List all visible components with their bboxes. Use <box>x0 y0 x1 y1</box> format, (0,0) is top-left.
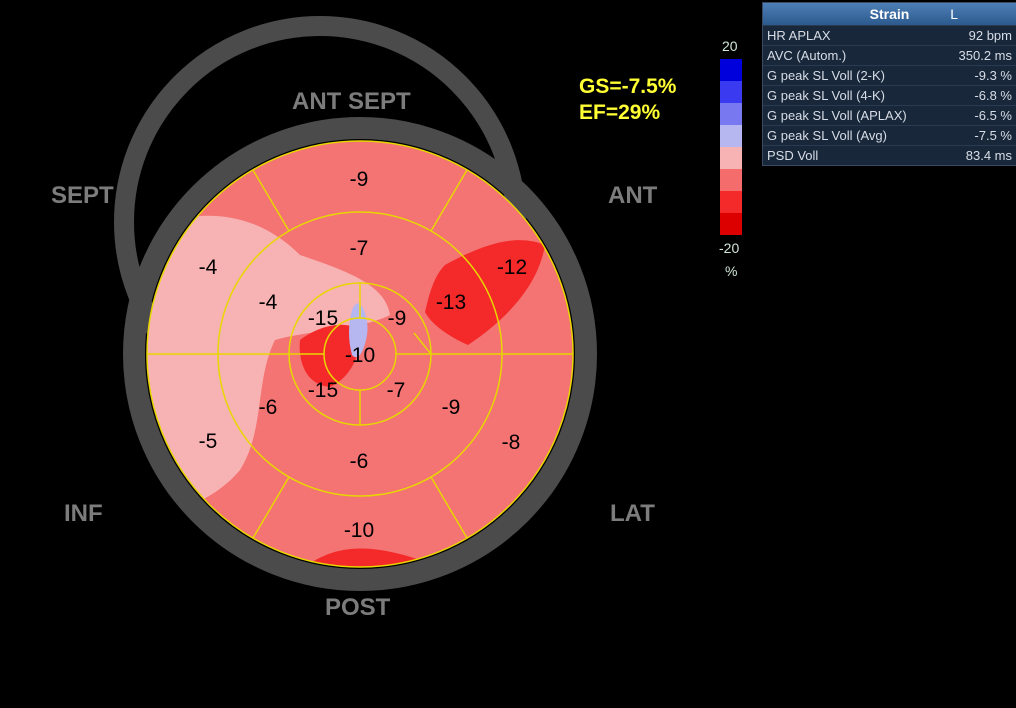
panel-row-label: G peak SL Voll (2-K) <box>767 68 886 83</box>
panel-row-value: -6.5 % <box>974 108 1012 123</box>
panel-row-label: HR APLAX <box>767 28 831 43</box>
panel-lead: L <box>950 6 958 22</box>
scale-swatch <box>720 103 742 125</box>
scale-swatch <box>720 213 742 235</box>
segment-mid-sept: -4 <box>259 291 278 314</box>
scale-swatch <box>720 59 742 81</box>
segment-basal-lat: -8 <box>502 431 521 454</box>
strain-color-map <box>147 141 573 567</box>
panel-row-label: PSD Voll <box>767 148 819 163</box>
wall-label-ant-sept: ANT SEPT <box>292 88 411 115</box>
panel-row-value: 83.4 ms <box>965 148 1012 163</box>
panel-row-value: -7.5 % <box>974 128 1012 143</box>
segment-mid-ant: -13 <box>436 291 466 314</box>
summary: GS=-7.5% EF=29% <box>579 74 676 126</box>
panel-row-label: AVC (Autom.) <box>767 48 847 63</box>
panel-row-value: 92 bpm <box>968 28 1012 43</box>
segment-apical-sept: -15 <box>308 307 338 330</box>
segment-mid-ant-sept: -7 <box>350 237 369 260</box>
segment-basal-sept: -4 <box>199 256 218 279</box>
ejection-fraction-text: EF=29% <box>579 101 661 124</box>
panel-row: G peak SL Voll (APLAX) -6.5 % <box>763 105 1016 125</box>
panel-row: G peak SL Voll (Avg) -7.5 % <box>763 125 1016 145</box>
segment-apical-lat: -7 <box>387 379 406 402</box>
segment-basal-inf: -5 <box>199 430 218 453</box>
segment-mid-post: -6 <box>350 450 369 473</box>
panel-row-label: G peak SL Voll (4-K) <box>767 88 886 103</box>
segment-basal-ant: -12 <box>497 256 527 279</box>
panel-row-label: G peak SL Voll (APLAX) <box>767 108 907 123</box>
panel-row-value: -9.3 % <box>974 68 1012 83</box>
segment-mid-lat: -9 <box>442 396 461 419</box>
segment-apical-inf: -15 <box>308 379 338 402</box>
scale-swatch <box>720 147 742 169</box>
wall-label-sept: SEPT <box>51 182 114 209</box>
segment-apex: -10 <box>345 344 375 367</box>
panel-header[interactable]: Strain L <box>763 3 1016 25</box>
panel-row: G peak SL Voll (2-K) -9.3 % <box>763 65 1016 85</box>
panel-row: PSD Voll 83.4 ms <box>763 145 1016 165</box>
wall-label-ant: ANT <box>608 182 658 209</box>
panel-title: Strain <box>869 6 910 22</box>
panel-rows: HR APLAX 92 bpm AVC (Autom.) 350.2 ms G peak… <box>763 25 1016 165</box>
scale-swatch <box>720 125 742 147</box>
scale-min-label: -20 <box>719 240 740 256</box>
panel-row: HR APLAX 92 bpm <box>763 25 1016 45</box>
motion-ring-lower <box>123 117 597 591</box>
segment-basal-post: -10 <box>344 519 374 542</box>
panel-row: AVC (Autom.) 350.2 ms <box>763 45 1016 65</box>
strain-results-panel: Strain L HR APLAX 92 bpm AVC (Autom.) 350.2… <box>762 2 1016 166</box>
segment-basal-ant-sept: -9 <box>350 168 369 191</box>
scale-unit-label: % <box>725 263 738 279</box>
panel-row-label: G peak SL Voll (Avg) <box>767 128 887 143</box>
segment-grid <box>146 140 574 568</box>
panel-row-value: -6.8 % <box>974 88 1012 103</box>
scale-swatch <box>720 81 742 103</box>
panel-row: G peak SL Voll (4-K) -6.8 % <box>763 85 1016 105</box>
segment-apical-ant: -9 <box>388 307 407 330</box>
wall-label-inf: INF <box>64 500 103 527</box>
scale-swatch <box>720 191 742 213</box>
color-scale <box>720 59 742 235</box>
panel-row-value: 350.2 ms <box>958 48 1012 63</box>
segment-mid-inf: -6 <box>259 396 278 419</box>
wall-label-post: POST <box>325 594 391 621</box>
wall-label-lat: LAT <box>610 500 655 527</box>
scale-swatch <box>720 169 742 191</box>
global-strain-text: GS=-7.5% <box>579 75 677 98</box>
scale-max-label: 20 <box>722 38 738 54</box>
